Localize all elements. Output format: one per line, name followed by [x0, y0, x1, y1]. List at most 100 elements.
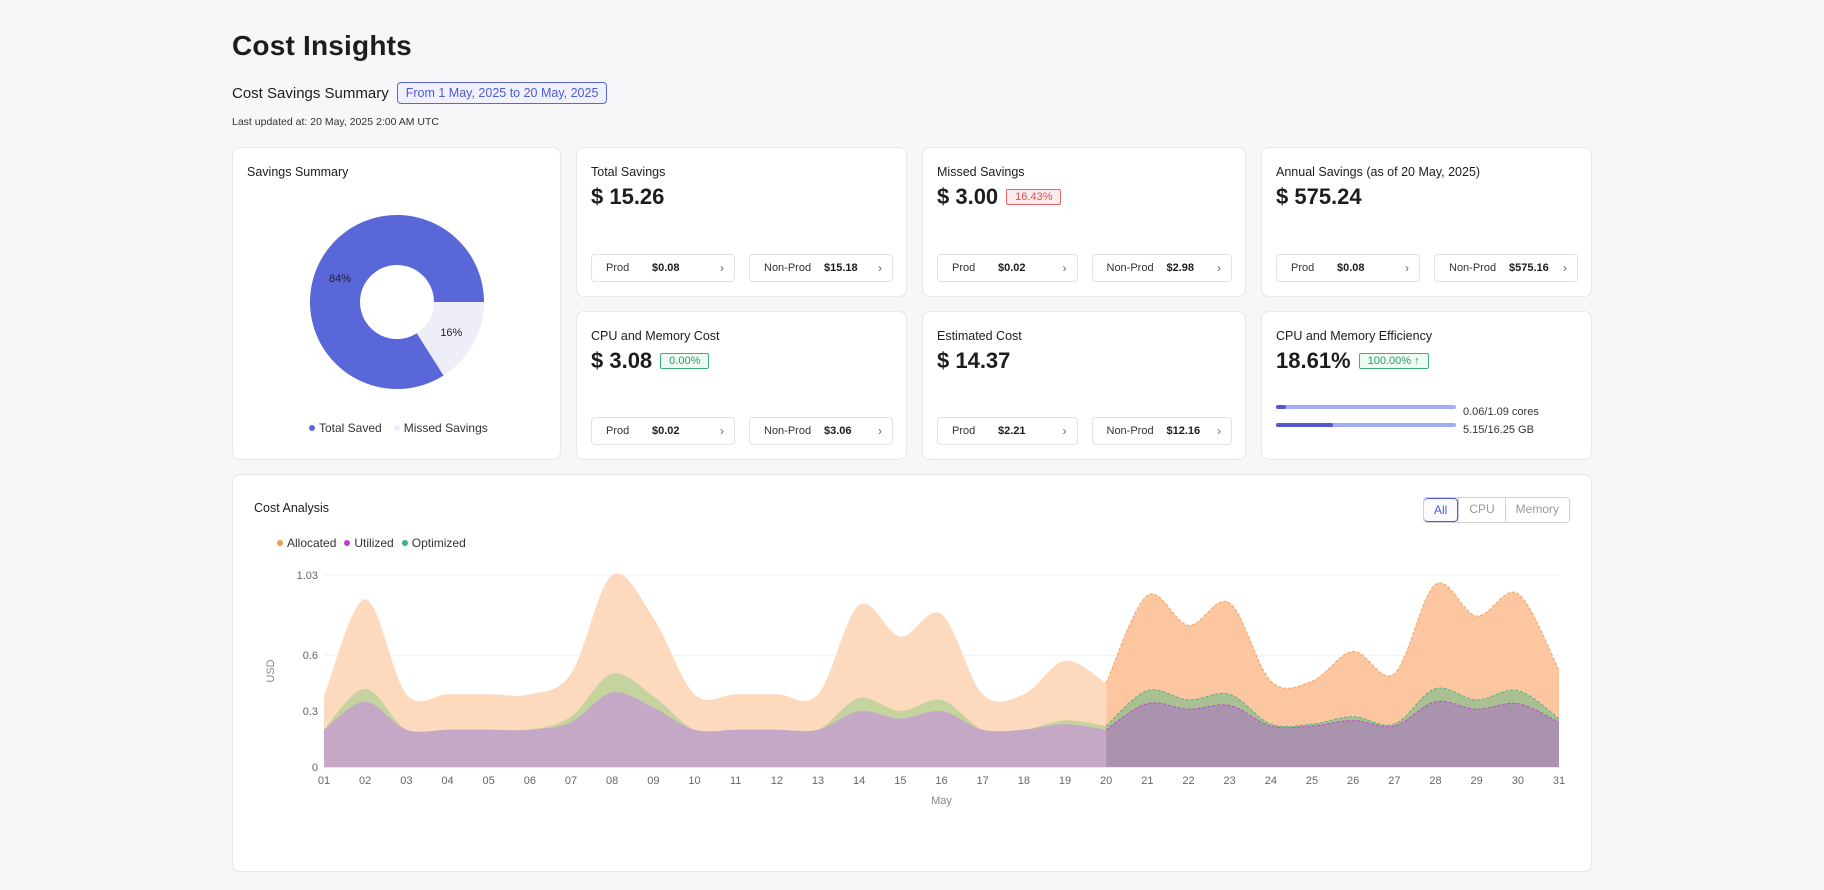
missed-savings-prod-button[interactable]: Prod $0.02 ›	[937, 254, 1078, 282]
prod-label: Prod	[1291, 262, 1315, 274]
x-tick-label: 23	[1224, 775, 1236, 787]
x-tick-label: 31	[1553, 775, 1565, 787]
nonprod-value: $12.16	[1166, 425, 1201, 437]
donut-label-total-saved: 84%	[329, 273, 351, 285]
cost-analysis-legend: Allocated Utilized Optimized	[277, 536, 466, 550]
x-tick-label: 21	[1141, 775, 1153, 787]
chevron-right-icon: ›	[1062, 261, 1067, 275]
missed-savings-value: $ 3.00 16.43%	[937, 184, 1062, 210]
missed-savings-card: Missed Savings $ 3.00 16.43% Prod $0.02 › N…	[922, 147, 1246, 297]
x-tick-label: 03	[400, 775, 412, 787]
toggle-cpu[interactable]: CPU	[1458, 498, 1505, 522]
x-tick-label: 29	[1471, 775, 1483, 787]
total-saved-legend-dot	[309, 425, 315, 431]
nonprod-label: Non-Prod	[1449, 262, 1497, 274]
prod-label: Prod	[952, 425, 976, 437]
x-tick-label: 27	[1388, 775, 1400, 787]
prod-value: $0.08	[652, 262, 680, 274]
savings-donut-chart: 84% 16%	[310, 214, 484, 389]
donut-slice-missed-savings[interactable]	[416, 302, 484, 376]
x-tick-label: 15	[894, 775, 906, 787]
cost-analysis-title: Cost Analysis	[254, 501, 330, 515]
estimated-cost-title: Estimated Cost	[937, 329, 1022, 343]
cpu-memory-cost-amount: $ 3.08	[591, 348, 653, 373]
chevron-right-icon: ›	[1405, 261, 1409, 275]
savings-summary-title: Savings Summary	[247, 165, 349, 179]
utilized-area-forecast[interactable]	[1106, 701, 1559, 767]
cpu-memory-cost-prod-button[interactable]: Prod $0.02 ›	[591, 417, 735, 445]
cost-insights-page: Cost Insights Cost Savings Summary From …	[232, 30, 1592, 872]
chevron-right-icon: ›	[878, 261, 882, 275]
date-range-chip[interactable]: From 1 May, 2025 to 20 May, 2025	[396, 82, 608, 104]
nonprod-label: Non-Prod	[1106, 262, 1154, 274]
x-tick-label: 26	[1347, 775, 1359, 787]
x-tick-label: 17	[977, 775, 989, 787]
x-tick-label: 25	[1306, 775, 1318, 787]
allocated-line-forecast	[1105, 582, 1560, 689]
x-tick-label: 05	[483, 775, 495, 787]
missed-savings-title: Missed Savings	[937, 165, 1025, 179]
memory-usage-text: 5.15/16.25 GB	[1463, 424, 1534, 436]
prod-value: $0.02	[998, 262, 1026, 274]
prod-value: $0.02	[652, 425, 680, 437]
nonprod-label: Non-Prod	[1106, 425, 1154, 437]
x-tick-label: 13	[812, 775, 824, 787]
donut-slice-total-saved[interactable]	[310, 214, 484, 389]
prod-value: $0.08	[1337, 262, 1365, 274]
nonprod-label: Non-Prod	[764, 425, 812, 437]
total-savings-prod-button[interactable]: Prod $0.08 ›	[591, 254, 735, 282]
estimated-cost-value: $ 14.37	[937, 348, 1010, 374]
x-tick-label: 20	[1100, 775, 1112, 787]
summary-label: Cost Savings Summary	[232, 84, 389, 102]
donut-label-missed-savings: 16%	[440, 327, 462, 339]
estimated-cost-amount: $ 14.37	[937, 348, 1011, 373]
last-updated-text: Last updated at: 20 May, 2025 2:00 AM UT…	[232, 116, 440, 128]
toggle-memory[interactable]: Memory	[1504, 498, 1569, 522]
utilized-area-actual[interactable]	[324, 692, 1107, 767]
total-savings-card: Total Savings $ 15.26 Prod $0.08 › Non-Pro…	[576, 147, 907, 297]
annual-savings-breakdown: Prod $0.08 › Non-Prod $575.16 ›	[1276, 254, 1578, 282]
chevron-right-icon: ›	[1062, 424, 1067, 438]
x-tick-label: 12	[771, 775, 783, 787]
x-tick-label: 04	[441, 775, 453, 787]
efficiency-title: CPU and Memory Efficiency	[1276, 329, 1433, 343]
missed-savings-badge: 16.43%	[1006, 189, 1062, 205]
efficiency-bars	[1276, 405, 1456, 441]
total-savings-value: $ 15.26	[591, 184, 664, 210]
efficiency-percent: 18.61%	[1276, 348, 1351, 373]
cpu-memory-cost-title: CPU and Memory Cost	[591, 329, 720, 343]
summary-header: Cost Savings Summary From 1 May, 2025 to…	[232, 82, 608, 104]
estimated-cost-prod-button[interactable]: Prod $2.21 ›	[937, 417, 1078, 445]
total-savings-nonprod-button[interactable]: Non-Prod $15.18 ›	[749, 254, 893, 282]
y-tick-label: 1.03	[297, 570, 318, 582]
annual-savings-amount: $ 575.24	[1276, 184, 1362, 209]
annual-savings-title: Annual Savings (as of 20 May, 2025)	[1276, 165, 1481, 179]
prod-label: Prod	[606, 262, 630, 274]
cpu-usage-bar	[1276, 405, 1456, 409]
x-tick-label: 22	[1182, 775, 1194, 787]
efficiency-value: 18.61% 100.00% ↑	[1276, 348, 1429, 374]
x-tick-label: 01	[318, 775, 330, 787]
utilized-legend-dot	[344, 540, 351, 546]
estimated-cost-nonprod-button[interactable]: Non-Prod $12.16 ›	[1091, 417, 1232, 445]
chevron-right-icon: ›	[720, 261, 724, 275]
estimated-cost-breakdown: Prod $2.21 › Non-Prod $12.16 ›	[937, 417, 1232, 445]
cpu-memory-cost-nonprod-button[interactable]: Non-Prod $3.06 ›	[749, 417, 893, 445]
annual-savings-prod-button[interactable]: Prod $0.08 ›	[1276, 254, 1420, 282]
y-axis-label: USD	[265, 659, 277, 682]
x-tick-label: 11	[730, 775, 741, 787]
annual-savings-nonprod-button[interactable]: Non-Prod $575.16 ›	[1434, 254, 1578, 282]
cost-analysis-toggle: All CPU Memory	[1422, 497, 1570, 523]
x-tick-label: 16	[935, 775, 947, 787]
memory-usage-bar	[1276, 423, 1456, 427]
page-title: Cost Insights	[232, 30, 412, 61]
x-tick-label: 14	[853, 775, 865, 787]
prod-value: $2.21	[998, 425, 1026, 437]
missed-savings-nonprod-button[interactable]: Non-Prod $2.98 ›	[1091, 254, 1232, 282]
optimized-legend-dot	[401, 540, 408, 546]
toggle-all[interactable]: All	[1423, 498, 1459, 522]
y-tick-label: 0.6	[303, 650, 318, 662]
efficiency-details: 0.06/1.09 cores 5.15/16.25 GB	[1463, 403, 1539, 439]
total-savings-breakdown: Prod $0.08 › Non-Prod $15.18 ›	[591, 254, 893, 282]
y-tick-label: 0	[312, 762, 318, 774]
